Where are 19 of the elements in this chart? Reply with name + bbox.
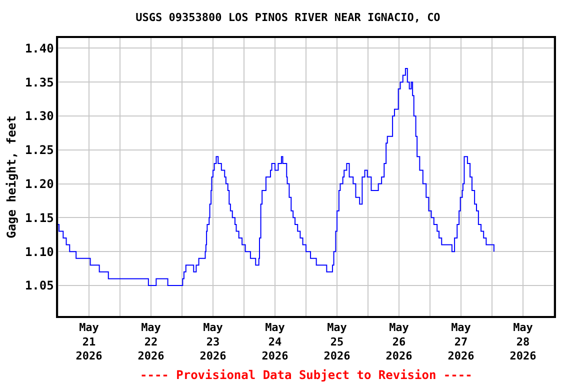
y-axis-title: Gage height, feet [4,116,19,238]
y-tick-label: 1.25 [24,143,54,158]
y-tick-label: 1.40 [24,41,54,56]
y-tick-label: 1.30 [24,109,54,124]
x-tick-label: May 27 2026 [448,320,475,363]
x-tick-label: May 26 2026 [386,320,413,363]
y-tick-label: 1.15 [24,210,54,225]
chart-title: USGS 09353800 LOS PINOS RIVER NEAR IGNACIO, CO [136,11,441,24]
y-tick-label: 1.10 [24,244,54,259]
y-tick-label: 1.20 [24,176,54,191]
text: ---- Provisional Data Subject to Revision ---- [140,368,472,382]
x-tick-label: May 28 2026 [510,320,537,363]
x-tick-label: May 23 2026 [200,320,227,363]
x-tick-label: May 24 2026 [262,320,289,363]
y-tick-label: 1.05 [24,278,54,293]
y-tick-label: 1.35 [24,75,54,90]
x-tick-label: May 22 2026 [138,320,165,363]
x-tick-label: May 25 2026 [324,320,351,363]
x-tick-label: May 21 2026 [76,320,103,363]
